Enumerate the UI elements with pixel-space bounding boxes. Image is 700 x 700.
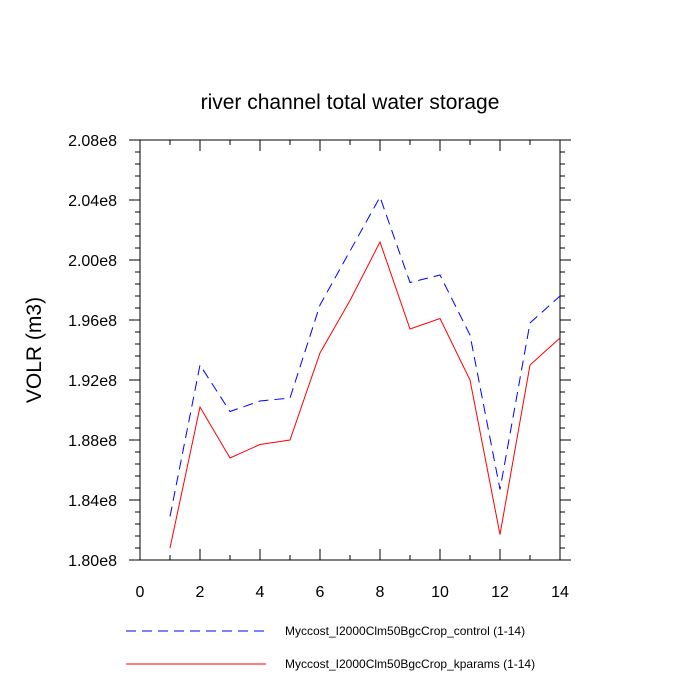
y-tick-label: 1.80e8 xyxy=(68,553,117,570)
x-tick-label: 10 xyxy=(431,584,449,601)
x-tick-label: 14 xyxy=(551,584,569,601)
x-tick-label: 12 xyxy=(491,584,509,601)
x-tick-label: 0 xyxy=(136,584,145,601)
x-tick-label: 8 xyxy=(376,584,385,601)
axis-ticks: 0 2 4 6 8 10 12 14 1.80e8 1.84e8 1.88e8 1.92e8 1.96e… xyxy=(68,133,571,601)
y-tick-label: 2.08e8 xyxy=(68,133,117,150)
series-lines xyxy=(169,195,561,549)
legend-label: Myccost_I2000Clm50BgcCrop_kparams (1-14) xyxy=(285,657,535,671)
y-tick-label: 1.92e8 xyxy=(68,373,117,390)
x-tick-label: 6 xyxy=(316,584,325,601)
chart-title: river channel total water storage xyxy=(201,91,500,114)
legend-label: Myccost_I2000Clm50BgcCrop_control (1-14) xyxy=(285,624,525,638)
y-tick-label: 2.00e8 xyxy=(68,253,117,270)
legend: Myccost_I2000Clm50BgcCrop_control (1-14)… xyxy=(126,624,535,671)
y-tick-label: 1.96e8 xyxy=(68,313,117,330)
series-line-control xyxy=(169,195,561,517)
x-tick-label: 2 xyxy=(196,584,205,601)
y-tick-label: 2.04e8 xyxy=(68,193,117,210)
y-tick-label: 1.88e8 xyxy=(68,433,117,450)
y-tick-label: 1.84e8 xyxy=(68,493,117,510)
x-tick-label: 4 xyxy=(256,584,265,601)
plot-area xyxy=(139,139,561,561)
series-line-kparams xyxy=(169,240,561,549)
y-axis-label: VOLR (m3) xyxy=(23,297,46,403)
